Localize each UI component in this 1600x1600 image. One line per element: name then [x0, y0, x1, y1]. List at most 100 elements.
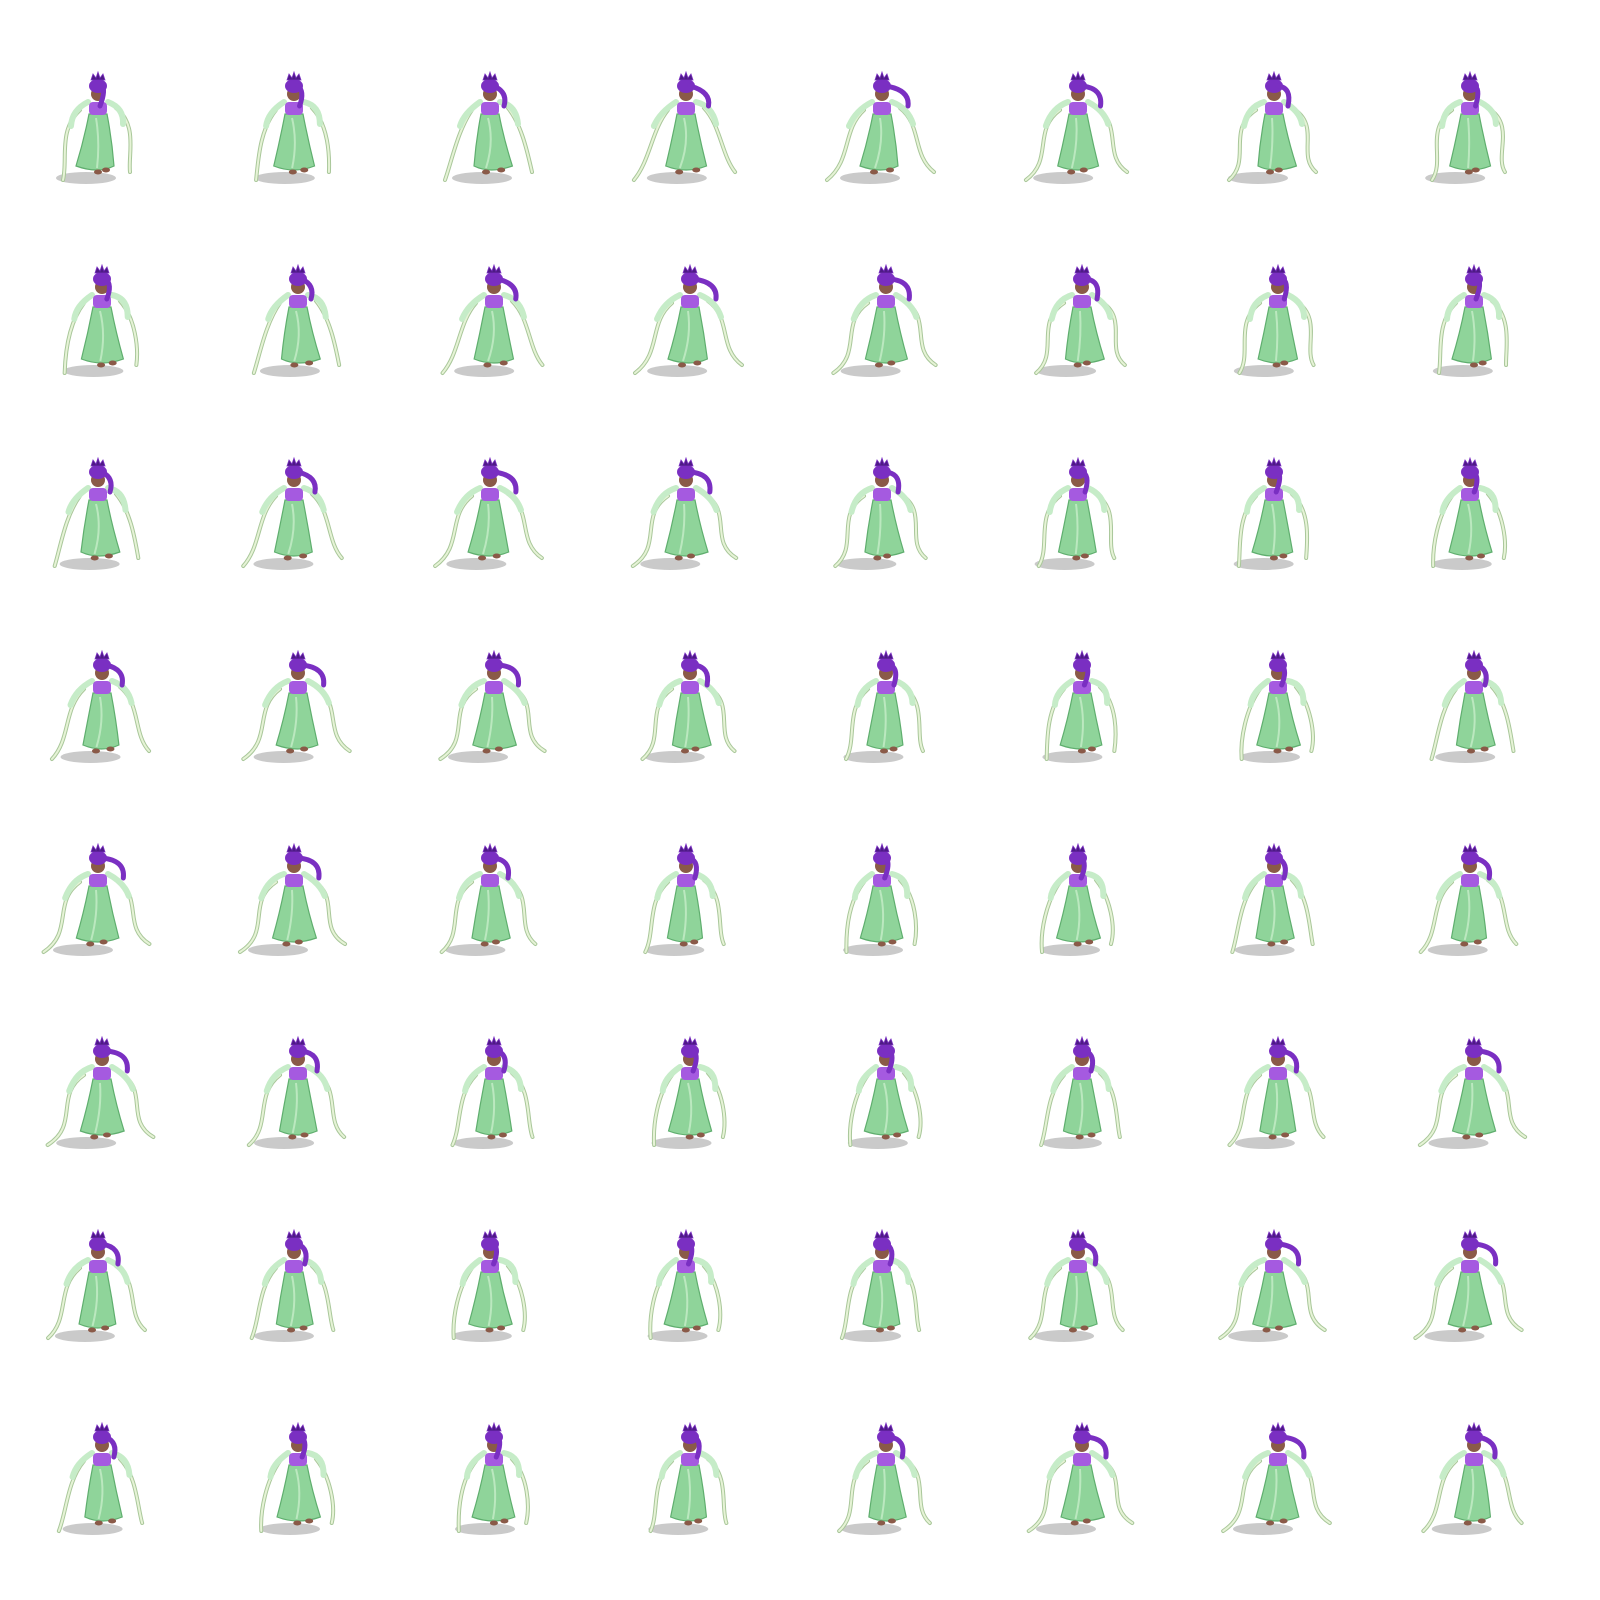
- shadow-shape: [1431, 558, 1492, 570]
- tiara-shape: [1074, 1421, 1090, 1432]
- ponytail-shape: [299, 1048, 320, 1074]
- ponytail-shape: [495, 276, 519, 302]
- top-shape: [289, 295, 307, 308]
- tiara-shape: [482, 456, 498, 467]
- ponytail-shape: [1078, 855, 1087, 881]
- ribbon-highlight: [511, 686, 546, 752]
- dancer-sprite: [52, 456, 141, 570]
- dancer-sprite: [45, 1035, 156, 1149]
- sprite-frame: [1382, 609, 1582, 809]
- foot-shape: [1462, 1134, 1471, 1140]
- ponytail-shape: [491, 1241, 500, 1267]
- ponytail-shape: [299, 662, 327, 688]
- ribbon-highlight: [507, 879, 537, 945]
- foot-shape: [1475, 1132, 1484, 1138]
- foot-shape: [1279, 553, 1288, 559]
- arm-shape: [459, 1257, 483, 1287]
- foot-shape: [108, 1518, 117, 1524]
- dress-fold: [1269, 117, 1274, 169]
- tiara-shape: [290, 1421, 306, 1432]
- shadow-shape: [253, 751, 314, 763]
- ribbon-highlight: [1487, 1265, 1523, 1331]
- ponytail-shape: [1079, 83, 1104, 109]
- ribbon-highlight: [903, 1458, 931, 1524]
- foot-shape: [1274, 1325, 1283, 1331]
- sprite-frame: [402, 1381, 602, 1581]
- tiara-shape: [1270, 1421, 1286, 1432]
- arm-shape: [1089, 292, 1114, 320]
- ribbon-highlight: [315, 1072, 346, 1138]
- ribbon-shape: [706, 685, 737, 753]
- sprite-frame: [206, 995, 406, 1195]
- top-shape: [1461, 1260, 1479, 1273]
- sprite-frame: [598, 223, 798, 423]
- ponytail-shape: [1471, 855, 1493, 881]
- sprite-frame: [990, 416, 1190, 616]
- dress-fold: [91, 1275, 99, 1327]
- sprite-frame: [10, 995, 210, 1195]
- foot-shape: [290, 362, 299, 368]
- arm-shape: [854, 678, 879, 708]
- sprite-frame: [402, 609, 602, 809]
- dress-fold: [291, 1082, 298, 1134]
- tiara-shape: [1070, 456, 1086, 467]
- top-shape: [1465, 295, 1483, 308]
- sprite-frame: [206, 30, 406, 230]
- arm-shape: [67, 678, 95, 708]
- ribbon-highlight: [1291, 1265, 1326, 1331]
- top-shape: [877, 681, 895, 694]
- dancer-sprite: [1026, 1421, 1135, 1535]
- dancer-sprite: [843, 649, 925, 763]
- arm-shape: [68, 99, 91, 129]
- arm-shape: [501, 678, 528, 706]
- shadow-shape: [254, 1137, 315, 1149]
- top-shape: [877, 1067, 895, 1080]
- top-shape: [289, 1067, 307, 1080]
- shadow-shape: [1232, 1523, 1293, 1535]
- top-shape: [677, 102, 695, 115]
- sprite-frame: [1186, 1188, 1386, 1388]
- top-shape: [1069, 1260, 1087, 1273]
- foot-shape: [1478, 360, 1487, 366]
- foot-shape: [1266, 169, 1274, 175]
- dancer-sprite: [241, 649, 352, 763]
- hair-shape: [89, 851, 107, 865]
- top-shape: [677, 488, 695, 501]
- foot-shape: [675, 169, 684, 175]
- dancer-sprite: [450, 1035, 535, 1149]
- ribbon-highlight: [703, 107, 737, 173]
- shadow-shape: [248, 944, 309, 956]
- foot-shape: [1473, 939, 1482, 945]
- tiara-shape: [878, 1421, 894, 1432]
- ribbon-highlight: [1418, 1074, 1457, 1146]
- ponytail-shape: [685, 1241, 695, 1267]
- shadow-shape: [448, 751, 509, 763]
- tiara-shape: [90, 70, 106, 81]
- foot-shape: [305, 1518, 314, 1524]
- shadow-shape: [451, 1330, 512, 1342]
- foot-shape: [1272, 362, 1281, 368]
- ponytail-shape: [1475, 1048, 1502, 1074]
- arm-shape: [1047, 871, 1071, 901]
- dress-fold: [290, 696, 298, 748]
- dress-fold: [684, 696, 690, 748]
- sprite-frame: [990, 1188, 1190, 1388]
- hair-shape: [1465, 1430, 1483, 1444]
- dress-fold: [97, 1468, 104, 1520]
- tiara-shape: [1462, 842, 1478, 853]
- arm-shape: [1285, 292, 1308, 320]
- arm-shape: [301, 485, 327, 513]
- hair-shape: [485, 1044, 503, 1058]
- foot-shape: [1274, 167, 1283, 173]
- sprite-frame: [1186, 416, 1386, 616]
- dress-shape: [75, 113, 115, 171]
- shadow-shape: [1228, 1330, 1289, 1342]
- dancer-sprite: [455, 1421, 530, 1535]
- dancer-sprite: [1418, 842, 1519, 956]
- foot-shape: [693, 360, 702, 366]
- arm-shape: [1241, 99, 1267, 129]
- ribbon-shape: [633, 301, 674, 375]
- arm-shape: [1481, 292, 1503, 320]
- shadow-shape: [840, 172, 900, 184]
- foot-shape: [881, 1134, 890, 1140]
